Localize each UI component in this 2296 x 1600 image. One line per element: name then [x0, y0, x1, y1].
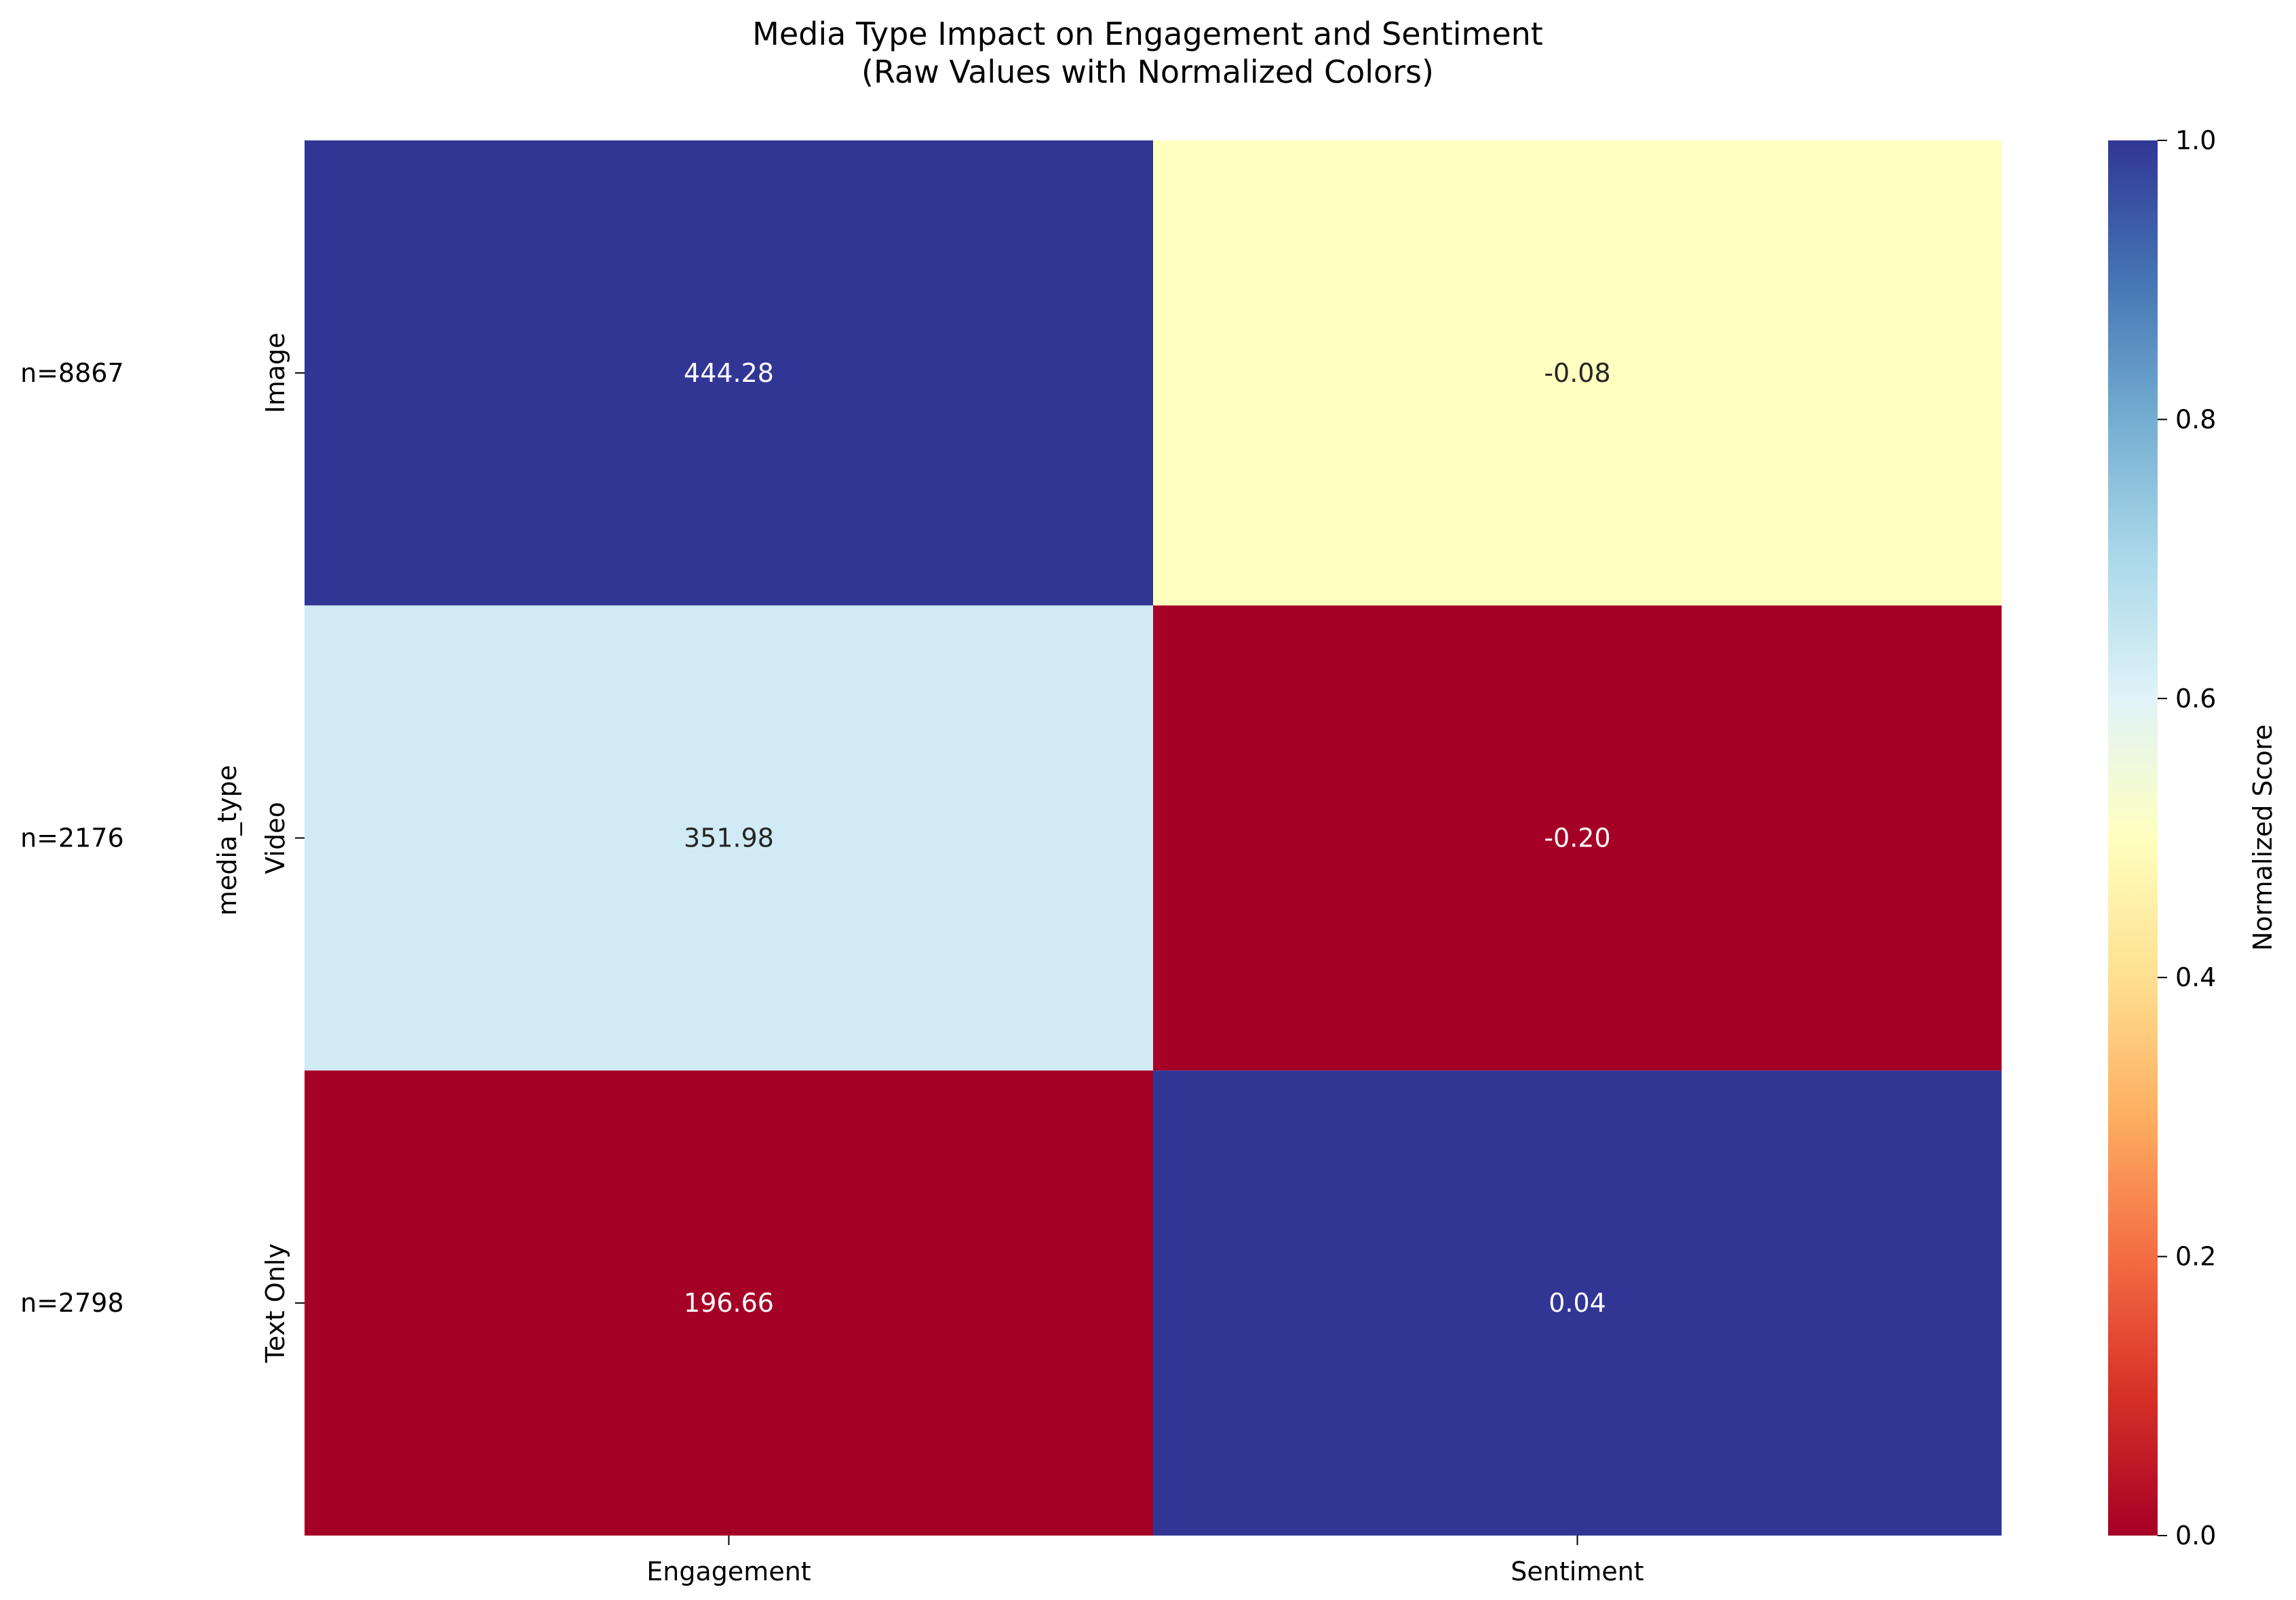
colorbar [2108, 140, 2158, 1536]
y-tick-label: Image [260, 332, 290, 413]
heatmap-cell [1153, 140, 2002, 606]
row-count-label: n=8867 [20, 358, 124, 388]
row-count-label: n=2176 [20, 823, 124, 853]
heatmap-cell [1153, 1070, 2002, 1536]
x-tick-label: Sentiment [1511, 1557, 1643, 1586]
heatmap-cell [1153, 605, 2002, 1071]
axis-ticks: Image n=8867 Video n=2176 Text Only n=2798 Eng… [20, 332, 1644, 1586]
y-tick-label: Video [260, 802, 290, 874]
chart-subtitle: (Raw Values with Normalized Colors) [861, 54, 1434, 90]
colorbar-label: Normalized Score [2248, 724, 2278, 951]
cell-value-label: 196.66 [684, 1288, 774, 1318]
cell-value-label: -0.08 [1544, 358, 1610, 388]
heatmap-cell [305, 1070, 1153, 1536]
colorbar-tick-label: 0.8 [2175, 404, 2216, 434]
chart-title: Media Type Impact on Engagement and Sent… [752, 16, 1543, 52]
colorbar-tick-label: 0.0 [2175, 1521, 2216, 1550]
colorbar-tick-label: 0.6 [2175, 684, 2216, 714]
cell-value-label: -0.20 [1544, 823, 1610, 853]
cell-value-label: 444.28 [684, 358, 774, 388]
colorbar-tick-label: 1.0 [2175, 125, 2216, 155]
heatmap-cells: 444.28 -0.08 351.98 -0.20 196.66 0.04 [305, 140, 2002, 1536]
heatmap-cell [305, 140, 1153, 606]
row-count-label: n=2798 [20, 1288, 124, 1318]
colorbar-ticks: 0.0 0.2 0.4 0.6 0.8 1.0 [2158, 125, 2216, 1550]
heatmap-cell [305, 605, 1153, 1071]
x-tick-label: Engagement [646, 1557, 811, 1586]
cell-value-label: 351.98 [684, 823, 774, 853]
colorbar-tick-label: 0.2 [2175, 1242, 2216, 1272]
cell-value-label: 0.04 [1549, 1288, 1606, 1318]
colorbar-tick-label: 0.4 [2175, 962, 2216, 992]
y-tick-label: Text Only [260, 1243, 290, 1363]
y-axis-label: media_type [212, 765, 242, 916]
